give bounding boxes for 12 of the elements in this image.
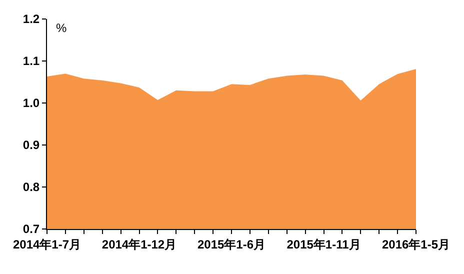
y-axis-title: % xyxy=(56,21,67,35)
x-tick-label: 2015年1-6月 xyxy=(197,237,266,252)
x-tick-label: 2014年1-7月 xyxy=(12,237,82,252)
x-tick-label: 2015年1-11月 xyxy=(286,237,361,252)
y-tick-label: 0.9 xyxy=(22,138,40,152)
x-tick-label: 2014年1-12月 xyxy=(102,237,177,252)
y-tick-label: 0.7 xyxy=(22,222,40,236)
y-tick-label: 1.1 xyxy=(22,54,40,68)
x-tick-label: 2016年1-5月 xyxy=(382,237,450,252)
y-tick-label: 1.0 xyxy=(22,96,40,110)
y-tick-label: 0.8 xyxy=(22,180,40,194)
y-tick-label: 1.2 xyxy=(22,12,40,26)
